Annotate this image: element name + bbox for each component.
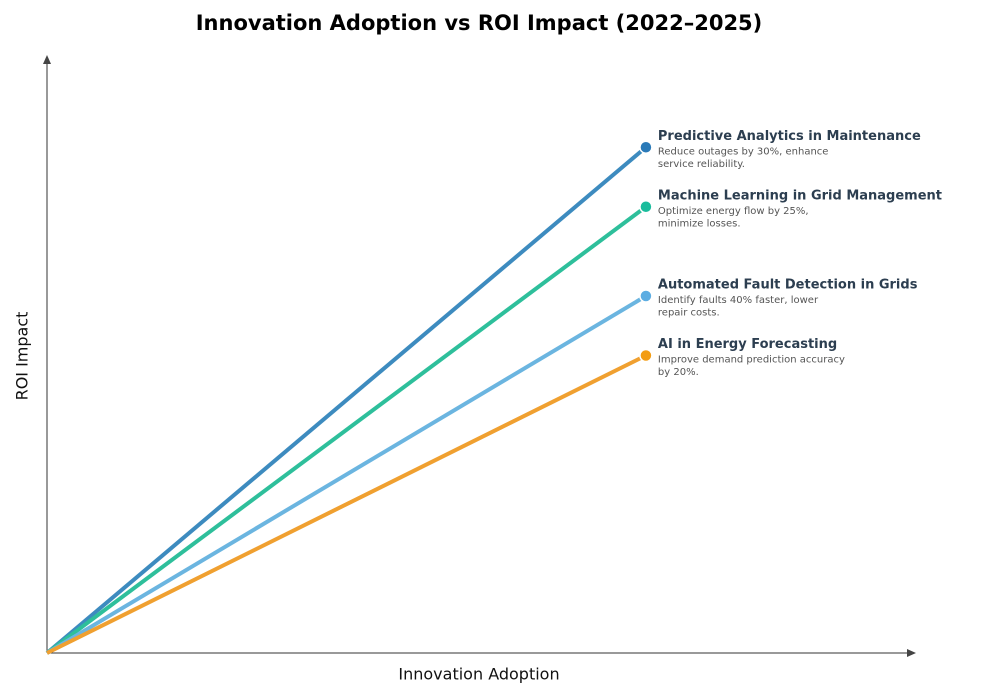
series-line [45, 145, 648, 655]
end-marker [639, 289, 653, 303]
series-description: by 20%. [658, 367, 699, 378]
series-line [46, 353, 647, 655]
series-description: minimize losses. [658, 218, 741, 229]
x-axis-arrow [907, 649, 916, 657]
series-description: service reliability. [658, 159, 745, 170]
end-marker [639, 200, 653, 214]
end-marker [639, 140, 653, 154]
series-description: Optimize energy flow by 25%, [658, 206, 809, 217]
series-description: Improve demand prediction accuracy [658, 355, 845, 366]
series-label: Automated Fault Detection in Grids [658, 278, 918, 293]
series-line [45, 205, 648, 655]
series-label: Predictive Analytics in Maintenance [658, 129, 921, 144]
end-marker [639, 348, 653, 363]
series-label: AI in Energy Forecasting [658, 337, 837, 352]
y-axis-label: ROI Impact [13, 312, 32, 401]
series-label: Machine Learning in Grid Management [658, 188, 942, 203]
series-description: Reduce outages by 30%, enhance [658, 146, 829, 157]
series-description: Identify faults 40% faster, lower [658, 295, 819, 306]
series-description: repair costs. [658, 308, 720, 319]
y-axis-arrow [43, 55, 51, 64]
chart-title: Innovation Adoption vs ROI Impact (2022–… [196, 11, 763, 35]
series-line [45, 294, 647, 655]
x-axis-label: Innovation Adoption [398, 665, 559, 684]
